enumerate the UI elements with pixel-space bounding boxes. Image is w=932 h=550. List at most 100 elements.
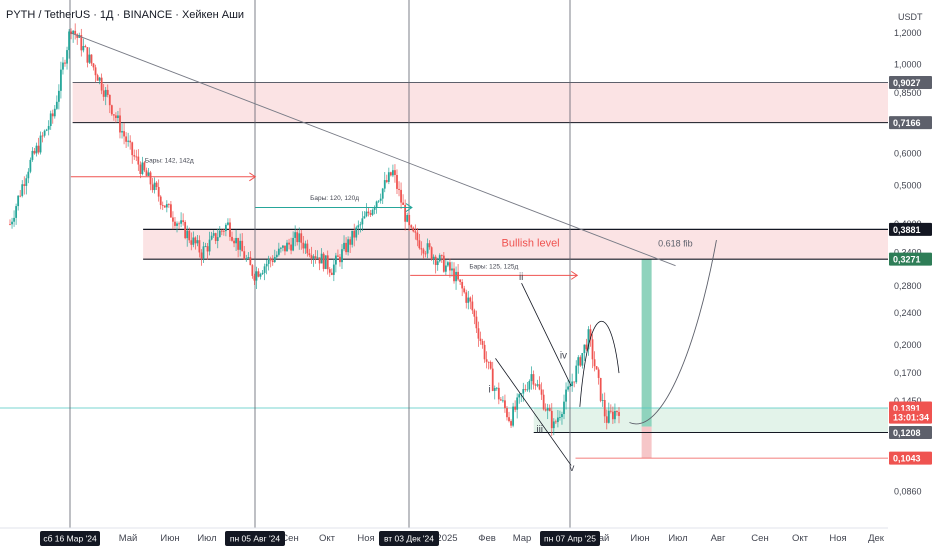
candle-body xyxy=(426,243,429,254)
candle-body xyxy=(526,389,529,391)
candle-body xyxy=(273,257,276,263)
candle-body xyxy=(563,401,565,415)
candle-body xyxy=(581,353,584,366)
candle-body xyxy=(147,172,150,176)
candle-body xyxy=(98,77,101,81)
annotation-9: v xyxy=(569,463,574,474)
candle-body xyxy=(17,195,20,207)
candle-body xyxy=(605,416,608,423)
x-highlight-label: сб 16 Мар '24 xyxy=(43,534,97,544)
candle-body xyxy=(552,421,555,429)
candle-body xyxy=(447,262,449,266)
candle-body xyxy=(538,384,541,390)
candle-body xyxy=(320,253,323,264)
candle-body xyxy=(400,189,402,203)
candle-body xyxy=(108,94,111,106)
y-tick-label: 0,6000 xyxy=(894,149,922,159)
candle-body xyxy=(341,249,343,263)
price-label-bg xyxy=(889,426,932,440)
candle-body xyxy=(473,310,476,317)
candle-body xyxy=(312,256,315,259)
candle-body xyxy=(64,62,66,64)
candle-body xyxy=(345,242,347,253)
price-label-2: 0,3881 xyxy=(893,225,921,235)
candle-body xyxy=(249,257,252,266)
candle-body xyxy=(485,359,488,362)
candle-body xyxy=(514,406,517,410)
candle-body xyxy=(229,222,231,237)
candle-body xyxy=(461,282,464,289)
candle-body xyxy=(298,233,301,243)
candle-body xyxy=(506,408,508,418)
candle-body xyxy=(442,255,445,272)
candle-body xyxy=(131,142,134,156)
candle-body xyxy=(243,251,246,260)
candle-body xyxy=(467,297,470,303)
candle-body xyxy=(489,361,492,369)
x-tick-label: Июл xyxy=(197,533,216,544)
candle-body xyxy=(174,221,176,226)
candle-body xyxy=(601,400,604,401)
x-highlight-label: вт 03 Дек '24 xyxy=(384,534,434,544)
candle-body xyxy=(290,244,292,251)
candle-body xyxy=(554,421,557,423)
candle-body xyxy=(178,223,180,225)
candle-body xyxy=(155,182,158,188)
candle-body xyxy=(82,46,85,51)
candle-body xyxy=(100,77,103,91)
candle-body xyxy=(163,205,166,208)
candle-body xyxy=(583,344,586,354)
candle-body xyxy=(251,265,254,276)
candle-body xyxy=(233,240,235,244)
candle-body xyxy=(88,54,91,63)
candle-body xyxy=(296,232,299,243)
candle-body xyxy=(477,328,480,339)
candle-body xyxy=(414,231,417,233)
candle-body xyxy=(135,156,138,158)
y-tick-label: 0,5000 xyxy=(894,180,922,190)
x-tick-label: Июн xyxy=(630,533,649,544)
candle-body xyxy=(80,34,83,51)
candle-body xyxy=(449,262,451,271)
candle-body xyxy=(453,268,455,282)
candle-body xyxy=(253,275,256,281)
candle-body xyxy=(465,292,468,303)
candle-body xyxy=(365,211,368,217)
candle-body xyxy=(216,237,219,241)
candle-body xyxy=(102,90,105,97)
candle-body xyxy=(43,130,46,136)
candle-body xyxy=(326,255,329,270)
candle-body xyxy=(35,145,38,154)
candle-body xyxy=(375,201,378,208)
candle-body xyxy=(499,399,502,401)
candle-body xyxy=(516,397,519,410)
candle-body xyxy=(559,417,561,418)
candle-body xyxy=(21,184,24,196)
candle-body xyxy=(408,215,411,226)
candle-body xyxy=(29,159,32,172)
candle-body xyxy=(361,218,364,225)
candle-body xyxy=(334,255,337,265)
candle-body xyxy=(530,374,533,382)
candle-body xyxy=(481,341,484,345)
candle-body xyxy=(402,202,405,205)
x-highlight-bg xyxy=(225,531,285,546)
candle-body xyxy=(310,255,313,259)
candle-body xyxy=(398,188,400,190)
candle-body xyxy=(72,30,75,35)
candle-body xyxy=(389,172,392,176)
candle-body xyxy=(302,242,305,249)
candle-body xyxy=(502,400,504,402)
candle-body xyxy=(569,386,572,387)
candle-body xyxy=(587,329,590,350)
candle-body xyxy=(424,253,427,255)
candle-body xyxy=(611,411,614,420)
x-tick-label: Июн xyxy=(160,533,179,544)
candle-body xyxy=(227,222,229,225)
price-label-6: 0,1208 xyxy=(893,428,921,438)
candle-body xyxy=(237,237,240,250)
price-label-1: 0,7166 xyxy=(893,118,921,128)
candle-body xyxy=(62,62,64,70)
